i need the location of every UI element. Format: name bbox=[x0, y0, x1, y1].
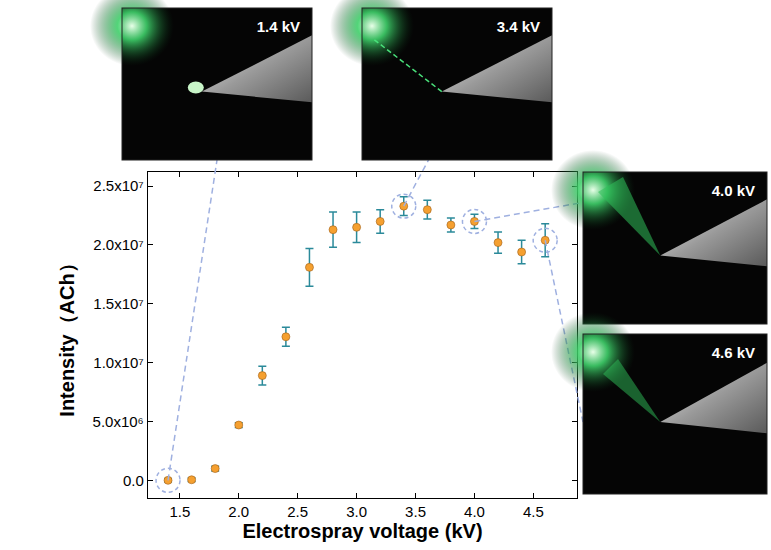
svg-text:Intensity（ACh）: Intensity（ACh） bbox=[56, 253, 78, 416]
svg-text:2.0x10⁷: 2.0x10⁷ bbox=[93, 236, 143, 253]
svg-text:1.4 kV: 1.4 kV bbox=[257, 18, 300, 35]
svg-text:5.0x10⁶: 5.0x10⁶ bbox=[93, 413, 144, 430]
svg-text:1.5: 1.5 bbox=[169, 503, 190, 520]
svg-text:3.4 kV: 3.4 kV bbox=[497, 18, 540, 35]
svg-text:3.0: 3.0 bbox=[346, 503, 367, 520]
svg-text:2.0: 2.0 bbox=[228, 503, 249, 520]
svg-text:4.6 kV: 4.6 kV bbox=[712, 344, 755, 361]
svg-text:2.5: 2.5 bbox=[287, 503, 308, 520]
svg-text:1.5x10⁷: 1.5x10⁷ bbox=[93, 295, 143, 312]
svg-text:4.5: 4.5 bbox=[523, 503, 544, 520]
svg-text:Electrospray voltage (kV): Electrospray voltage (kV) bbox=[242, 520, 482, 542]
svg-text:4.0 kV: 4.0 kV bbox=[712, 182, 755, 199]
svg-text:2.5x10⁷: 2.5x10⁷ bbox=[93, 177, 143, 194]
svg-text:1.0x10⁷: 1.0x10⁷ bbox=[93, 354, 143, 371]
svg-text:4.0: 4.0 bbox=[464, 503, 485, 520]
svg-text:0.0: 0.0 bbox=[123, 472, 144, 489]
svg-text:3.5: 3.5 bbox=[405, 503, 426, 520]
